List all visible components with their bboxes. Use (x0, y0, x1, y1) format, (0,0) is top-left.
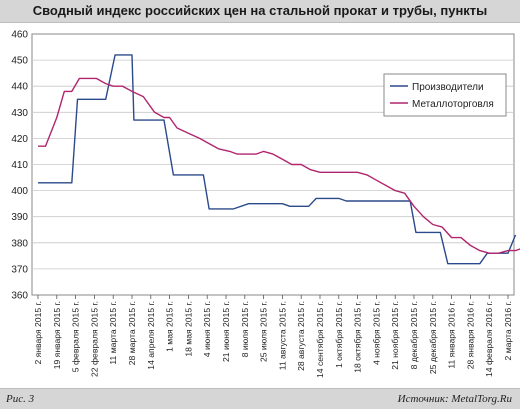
title-bar: Сводный индекс российских цен на стально… (0, 0, 520, 23)
x-tick-label: 18 мая 2015 г. (183, 301, 193, 357)
x-tick-label: 5 февраля 2015 г. (71, 301, 81, 372)
x-tick-label: 25 июля 2015 г. (259, 301, 269, 362)
x-tick-label: 19 января 2015 г. (52, 301, 62, 369)
legend-label-metal-trade: Металлоторговля (412, 99, 494, 110)
series-lines (38, 54, 520, 265)
x-tick-label: 21 июня 2015 г. (221, 301, 231, 362)
x-tick-label: 28 января 2016 г. (465, 301, 475, 369)
y-tick-label: 460 (11, 30, 28, 41)
x-tick-label: 25 декабря 2015 г. (428, 301, 438, 374)
x-tick-label: 11 августа 2015 г. (277, 301, 287, 370)
series-line-metal-trade (38, 77, 520, 254)
x-tick-label: 28 марта 2015 г. (127, 301, 137, 365)
x-tick-label: 1 мая 2015 г. (165, 301, 175, 352)
x-tick-label: 28 августа 2015 г. (296, 301, 306, 371)
legend-box (383, 73, 507, 117)
y-tick-label: 450 (11, 56, 28, 67)
y-tick-label: 390 (11, 212, 28, 223)
y-tick-label: 440 (11, 82, 28, 93)
line-chart: 360 370 380 390 400 410 420 430 440 450 460 2 янва… (11, 30, 520, 378)
x-tick-label: 18 октября 2015 г. (353, 301, 363, 373)
y-tick-label: 380 (11, 238, 28, 249)
source-credit: Источник: MetalTorg.Ru (397, 393, 512, 405)
footer-bar: Рис. 3 Источник: MetalTorg.Ru (0, 388, 520, 409)
legend-label-producers: Производители (412, 82, 484, 93)
x-tick-label: 14 сентября 2015 г. (315, 301, 325, 378)
series-line-producers (38, 54, 517, 265)
x-tick-label: 8 декабря 2015 г. (409, 301, 419, 369)
x-tick-label: 11 января 2016 г. (447, 301, 457, 369)
figure-number: Рис. 3 (6, 393, 35, 405)
x-tick-label: 14 февраля 2016 г. (484, 301, 494, 377)
x-tick-label: 2 марта 2016 г. (503, 301, 513, 360)
x-axis-ticks: 2 января 2015 г. 19 января 2015 г. 5 февра… (33, 295, 513, 378)
legend: Производители Металлоторговля (383, 73, 507, 117)
x-tick-label: 2 января 2015 г. (33, 301, 43, 365)
x-tick-label: 14 апреля 2015 г. (146, 301, 156, 370)
x-tick-label: 4 июня 2015 г. (202, 301, 212, 357)
x-tick-label: 11 марта 2015 г. (108, 301, 118, 365)
y-axis-ticks: 360 370 380 390 400 410 420 430 440 450 460 (11, 30, 28, 302)
x-tick-label: 21 ноября 2015 г. (390, 301, 400, 370)
y-tick-label: 400 (11, 186, 28, 197)
y-tick-label: 410 (11, 160, 28, 171)
x-tick-label: 22 февраля 2015 г. (89, 301, 99, 377)
y-tick-label: 360 (11, 291, 28, 302)
y-tick-label: 370 (11, 264, 28, 275)
x-tick-label: 4 ноября 2015 г. (371, 301, 381, 365)
y-tick-label: 420 (11, 134, 28, 145)
x-tick-label: 1 октября 2015 г. (334, 301, 344, 368)
x-tick-label: 8 июля 2015 г. (240, 301, 250, 357)
y-tick-label: 430 (11, 108, 28, 119)
chart-title: Сводный индекс российских цен на стально… (32, 3, 488, 18)
